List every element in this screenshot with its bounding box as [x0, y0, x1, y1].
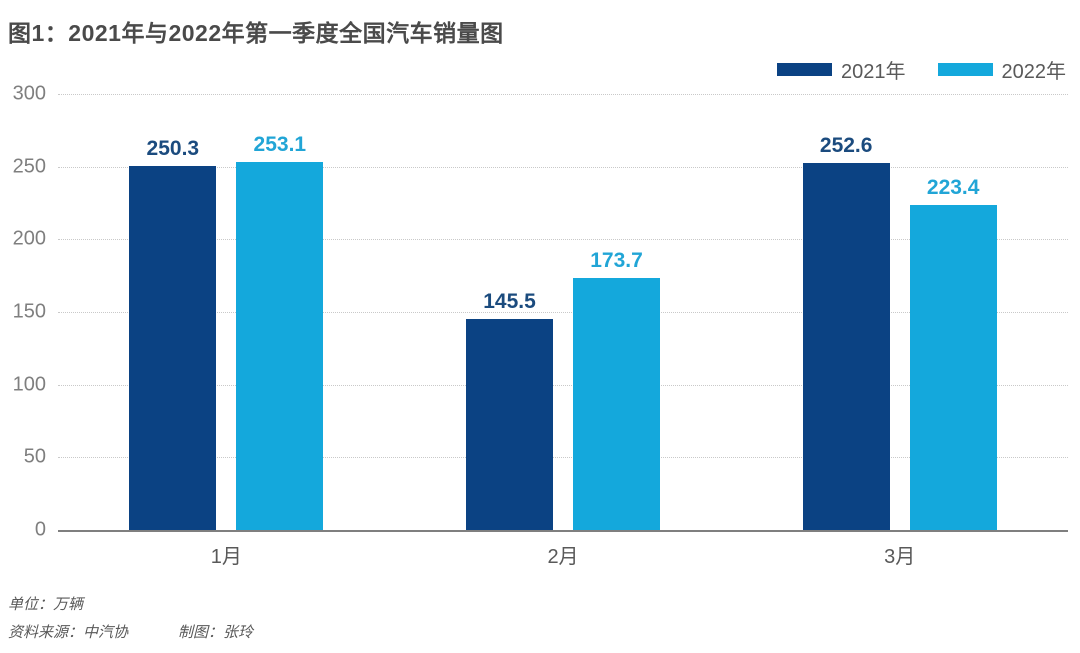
bar-2021年-1月: 250.3 [129, 137, 217, 530]
bar-2021年-2月: 145.5 [466, 290, 553, 530]
y-tick-50: 50 [23, 445, 46, 468]
y-tick-300: 300 [12, 82, 46, 105]
bar-value-label: 252.6 [819, 133, 873, 157]
bar-2022年-1月: 253.1 [236, 133, 324, 530]
credits-row: 资料来源：中汽协 制图：张玲 [8, 619, 1080, 647]
plot-area: 0 50 100 150 200 250 300 250.3 253.1 145.5 173.7 2… [13, 83, 1068, 541]
bar-2021年-3月: 252.6 [802, 134, 890, 530]
legend-swatch-icon [937, 62, 993, 76]
chart-title: 图1：2021年与2022年第一季度全国汽车销量图 [8, 20, 504, 46]
bar-value-label: 173.7 [590, 248, 643, 272]
y-tick-150: 150 [12, 300, 46, 323]
gridlines-layer: 0 50 100 150 200 250 300 [13, 83, 1068, 541]
gridline-250 [58, 166, 1068, 168]
bar-2022年-3月: 223.4 [909, 176, 997, 530]
legend-label: 2022年 [1001, 60, 1067, 83]
bar-group-1月: 250.3 253.1 [58, 94, 395, 530]
y-tick-200: 200 [12, 227, 46, 250]
x-label-2月: 2月 [547, 546, 579, 568]
gridline-100 [58, 384, 1068, 386]
bar-value-label: 145.5 [483, 289, 536, 313]
gridline-50 [58, 457, 1068, 459]
bar-chart: 0 50 100 150 200 250 300 250.3 253.1 145.5 173.7 2… [13, 83, 1068, 569]
bar-value-label: 250.3 [146, 137, 200, 161]
y-tick-0: 0 [34, 518, 46, 541]
y-tick-250: 250 [12, 155, 46, 178]
y-tick-100: 100 [12, 373, 46, 396]
legend-item-2021年: 2021年 [777, 55, 906, 84]
gridline-200 [58, 239, 1068, 241]
chart-footer: 单位：万辆 资料来源：中汽协 制图：张玲 [8, 591, 1080, 647]
page: 图1：2021年与2022年第一季度全国汽车销量图 2021年 2022年 0 50… [0, 14, 1080, 647]
bar-group-3月: 252.6 223.4 [731, 94, 1068, 530]
gridline-0 [58, 530, 1068, 532]
bar-value-label: 253.1 [253, 133, 307, 157]
bar-group-2月: 145.5 173.7 [395, 94, 732, 530]
bar-2022年-2月: 173.7 [573, 249, 660, 530]
source-note: 资料来源：中汽协 [8, 623, 129, 641]
bars-layer: 250.3 253.1 145.5 173.7 252.6 223.4 [58, 94, 1068, 530]
legend-label: 2021年 [841, 60, 906, 83]
bar-value-label: 223.4 [926, 176, 980, 200]
legend-swatch-icon [777, 62, 832, 76]
legend: 2021年 2022年 [0, 58, 1066, 83]
x-axis-labels: 1月 2月 3月 [58, 540, 1068, 569]
x-label-3月: 3月 [884, 546, 916, 568]
gridline-150 [58, 312, 1068, 313]
x-label-1月: 1月 [210, 546, 242, 568]
gridline-300 [58, 94, 1068, 95]
author-note: 制图：张玲 [178, 623, 254, 641]
legend-item-2022年: 2022年 [937, 55, 1067, 84]
unit-note: 单位：万辆 [8, 596, 84, 613]
